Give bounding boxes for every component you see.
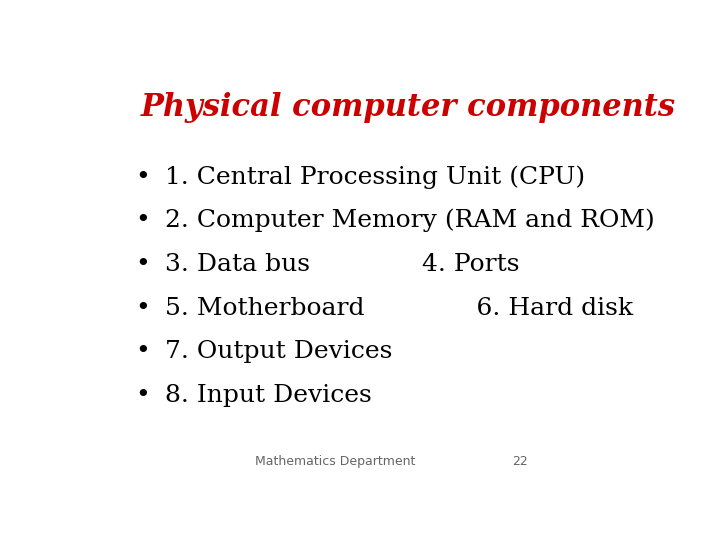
Text: 1. Central Processing Unit (CPU): 1. Central Processing Unit (CPU) [166,165,585,189]
Text: 8. Input Devices: 8. Input Devices [166,384,372,407]
Text: 2. Computer Memory (RAM and ROM): 2. Computer Memory (RAM and ROM) [166,209,655,233]
Text: Physical computer components: Physical computer components [140,92,675,123]
Text: •: • [135,296,150,320]
Text: Mathematics Department: Mathematics Department [256,455,415,468]
Text: •: • [135,209,150,232]
Text: •: • [135,384,150,407]
Text: •: • [135,166,150,188]
Text: 7. Output Devices: 7. Output Devices [166,340,392,363]
Text: 3. Data bus              4. Ports: 3. Data bus 4. Ports [166,253,520,276]
Text: •: • [135,340,150,363]
Text: •: • [135,253,150,276]
Text: 5. Motherboard              6. Hard disk: 5. Motherboard 6. Hard disk [166,296,634,320]
Text: 22: 22 [512,455,528,468]
